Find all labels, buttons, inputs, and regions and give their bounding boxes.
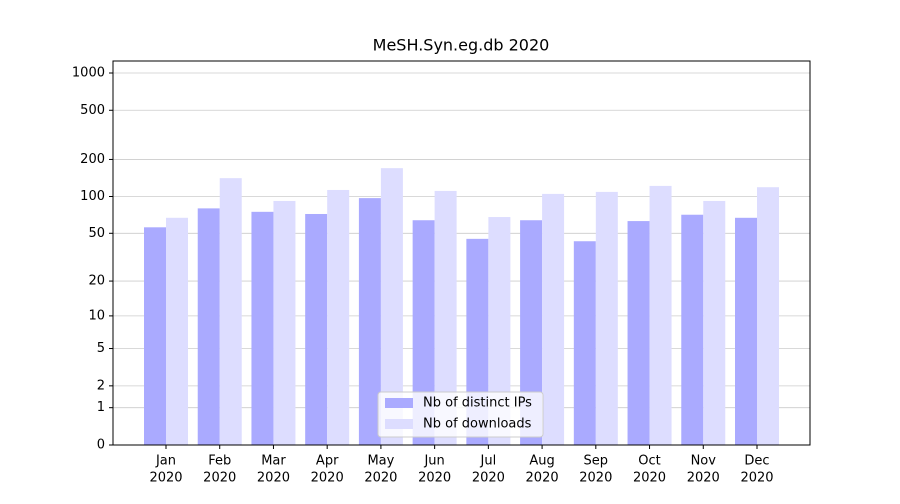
bar bbox=[681, 214, 704, 445]
x-tick-label: Jun bbox=[423, 454, 444, 469]
bar bbox=[305, 213, 328, 445]
x-tick-label: 2020 bbox=[740, 471, 773, 486]
x-tick-label: 2020 bbox=[257, 471, 290, 486]
x-tick-label: 2020 bbox=[472, 471, 505, 486]
bar bbox=[166, 217, 188, 445]
bar bbox=[542, 193, 565, 445]
bar bbox=[649, 185, 672, 445]
x-tick-label: 2020 bbox=[526, 471, 559, 486]
bar bbox=[380, 168, 403, 445]
y-tick-label: 10 bbox=[88, 308, 105, 323]
bar bbox=[197, 208, 220, 445]
x-tick-label: Feb bbox=[208, 454, 231, 469]
bar bbox=[434, 190, 457, 445]
legend-swatch bbox=[385, 398, 413, 408]
y-tick-label: 500 bbox=[80, 103, 105, 118]
bar bbox=[358, 198, 381, 445]
y-tick-label: 100 bbox=[80, 189, 105, 204]
y-tick-label: 200 bbox=[80, 152, 105, 167]
x-tick-label: 2020 bbox=[364, 471, 397, 486]
bar bbox=[757, 187, 779, 445]
x-tick-label: Aug bbox=[529, 454, 554, 469]
bar bbox=[412, 220, 435, 445]
x-tick-label: 2020 bbox=[418, 471, 451, 486]
y-tick-label: 1000 bbox=[72, 66, 105, 81]
x-tick-label: Apr bbox=[316, 454, 339, 469]
bar bbox=[327, 189, 350, 445]
x-tick-label: Jul bbox=[480, 454, 497, 469]
bar bbox=[573, 241, 596, 445]
x-tick-label: Oct bbox=[638, 454, 660, 469]
x-tick-label: Sep bbox=[584, 454, 609, 469]
y-tick-label: 20 bbox=[88, 274, 105, 289]
bar bbox=[144, 227, 166, 445]
x-tick-label: 2020 bbox=[311, 471, 344, 486]
x-tick-label: Mar bbox=[261, 454, 286, 469]
x-tick-label: 2020 bbox=[633, 471, 666, 486]
bar bbox=[219, 178, 242, 445]
plot-frame bbox=[112, 60, 811, 446]
x-tick-label: 2020 bbox=[203, 471, 236, 486]
bar bbox=[735, 217, 757, 445]
y-tick-label: 5 bbox=[97, 341, 105, 356]
chart-title: MeSH.Syn.eg.db 2020 bbox=[373, 36, 550, 55]
y-tick-label: 0 bbox=[97, 438, 105, 453]
x-tick-label: Jan bbox=[155, 454, 176, 469]
bar bbox=[520, 220, 543, 445]
bar bbox=[627, 221, 650, 445]
legend-label: Nb of downloads bbox=[423, 417, 532, 432]
legend-box bbox=[377, 391, 544, 438]
legend-swatch bbox=[385, 419, 413, 429]
y-tick-label: 2 bbox=[97, 378, 105, 393]
y-tick-label: 50 bbox=[88, 226, 105, 241]
x-tick-label: 2020 bbox=[149, 471, 182, 486]
bar bbox=[251, 211, 274, 445]
bar bbox=[595, 191, 618, 445]
x-tick-label: Nov bbox=[691, 454, 717, 469]
bar bbox=[703, 200, 726, 445]
x-tick-label: 2020 bbox=[579, 471, 612, 486]
x-tick-label: May bbox=[367, 454, 394, 469]
legend-label: Nb of distinct IPs bbox=[423, 396, 532, 411]
x-tick-label: Dec bbox=[744, 454, 769, 469]
y-tick-label: 1 bbox=[97, 400, 105, 415]
x-tick-label: 2020 bbox=[687, 471, 720, 486]
bar bbox=[273, 200, 296, 445]
bar bbox=[488, 217, 511, 445]
